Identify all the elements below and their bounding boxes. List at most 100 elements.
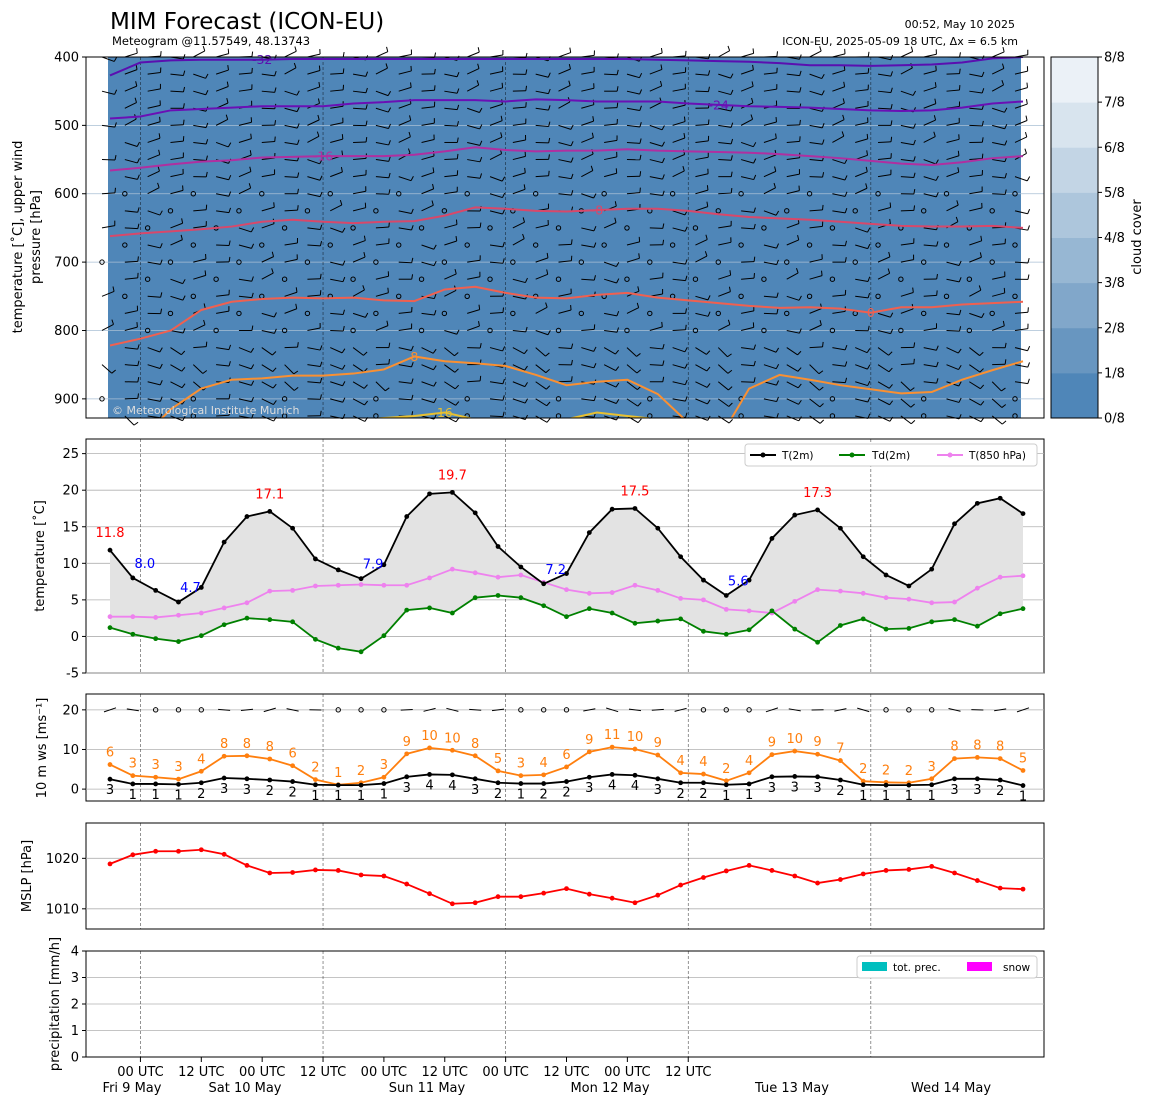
- data-point: [313, 556, 318, 562]
- wind-barb-flag: [753, 360, 756, 366]
- calm-wind-marker: [259, 191, 265, 197]
- wind-barb: [877, 381, 890, 389]
- wind-barb-flag: [913, 358, 915, 364]
- mean-value-label: 1: [859, 789, 867, 804]
- x-tick-label: 12 UTC: [300, 1065, 346, 1080]
- data-point: [518, 595, 524, 601]
- wind-barb-flag: [182, 295, 186, 301]
- wind-barb: [352, 381, 365, 389]
- wind-barb: [193, 274, 206, 280]
- wind-barb: [512, 106, 526, 109]
- wind-barb-flag: [137, 393, 139, 399]
- wind-barb-flag: [615, 366, 620, 371]
- wind-barb-flag: [751, 97, 754, 103]
- wind-barb: [512, 123, 526, 126]
- wind-barb: [626, 257, 640, 263]
- wind-barb: [992, 243, 1006, 246]
- wind-barb: [832, 86, 845, 92]
- wind-barb-flag: [799, 70, 802, 76]
- wind-barb-flag: [548, 105, 551, 111]
- wind-barb: [581, 347, 594, 352]
- wind-barb-flag: [203, 319, 206, 325]
- wind-barb-flag: [228, 361, 231, 367]
- wind-barb-flag: [112, 286, 115, 292]
- wind-barb: [672, 398, 686, 402]
- upper-air-ylabel-line2: pressure [hPa]: [29, 190, 44, 284]
- wind-barb: [649, 68, 663, 75]
- wind-barb-flag: [136, 141, 140, 147]
- data-point: [815, 507, 820, 513]
- wind-barb-flag: [798, 295, 802, 301]
- data-point: [107, 776, 113, 782]
- mean-value-label: 1: [882, 789, 890, 804]
- wind-barb: [444, 174, 458, 178]
- wind-barb: [763, 121, 777, 126]
- wind-barb: [649, 159, 663, 164]
- wind-barb: [467, 309, 480, 314]
- gust-value-label: 3: [129, 757, 137, 772]
- wind-barb-flag: [160, 51, 162, 57]
- wind-barb-flag: [386, 46, 389, 52]
- wind-barb: [695, 312, 709, 317]
- mean-value-label: 1: [334, 789, 342, 804]
- wind-barb: [147, 154, 160, 161]
- wind-barb: [284, 364, 295, 375]
- wind-barb: [763, 210, 777, 216]
- wind-barb-flag: [365, 104, 368, 110]
- data-point: [564, 779, 569, 784]
- wind-barb-flag: [159, 116, 161, 122]
- wind-barb: [606, 707, 619, 713]
- wind-barb-flag: [182, 328, 186, 334]
- wind-barb: [307, 86, 320, 92]
- wind-barb-flag: [1024, 132, 1028, 138]
- wind-barb-flag: [548, 121, 551, 127]
- data-point: [313, 583, 318, 589]
- wind-barb: [444, 289, 457, 297]
- wind-barb-flag: [570, 157, 574, 163]
- data-point: [952, 756, 957, 761]
- calm-wind-marker: [304, 310, 311, 317]
- calm-wind-marker: [746, 707, 752, 713]
- wind-barb: [307, 135, 320, 143]
- data-point: [655, 892, 661, 898]
- data-point: [221, 851, 227, 857]
- calm-wind-marker: [464, 293, 470, 299]
- data-point: [723, 593, 729, 598]
- wind-barb: [124, 141, 138, 147]
- calm-wind-marker: [358, 707, 364, 713]
- wind-barb: [444, 224, 458, 229]
- wind-barb: [946, 89, 960, 92]
- wind-barb: [855, 121, 869, 126]
- wind-barb: [718, 274, 731, 280]
- wind-barb: [717, 381, 729, 391]
- wind-barb: [512, 188, 526, 195]
- wind-barb: [877, 256, 891, 263]
- wind-barb: [695, 239, 708, 246]
- wind-barb: [857, 707, 870, 713]
- wind-barb-flag: [502, 411, 505, 417]
- wind-barb: [832, 159, 845, 165]
- wind-barb-flag: [707, 119, 710, 125]
- data-point: [883, 595, 889, 601]
- calm-wind-marker: [921, 396, 927, 402]
- wind-barb: [535, 175, 549, 178]
- wind-barb: [170, 90, 184, 93]
- data-point: [929, 600, 935, 606]
- calm-wind-marker: [784, 259, 790, 265]
- colorbar-label: cloud cover: [1130, 199, 1145, 275]
- colorbar-band: [1051, 147, 1098, 193]
- wind-barb: [923, 70, 937, 75]
- wind-barb-flag: [637, 402, 642, 407]
- wind-barb-flag: [205, 139, 209, 145]
- data-point: [632, 900, 638, 906]
- wind-barb-flag: [798, 416, 802, 422]
- wind-barb: [763, 72, 777, 75]
- calm-wind-marker: [966, 276, 973, 282]
- wind-barb: [444, 415, 457, 423]
- wind-barb-flag: [775, 133, 777, 139]
- data-point: [952, 870, 957, 876]
- wind-barb: [672, 154, 685, 161]
- wind-barb-flag: [867, 243, 871, 249]
- wind-barb: [124, 347, 138, 350]
